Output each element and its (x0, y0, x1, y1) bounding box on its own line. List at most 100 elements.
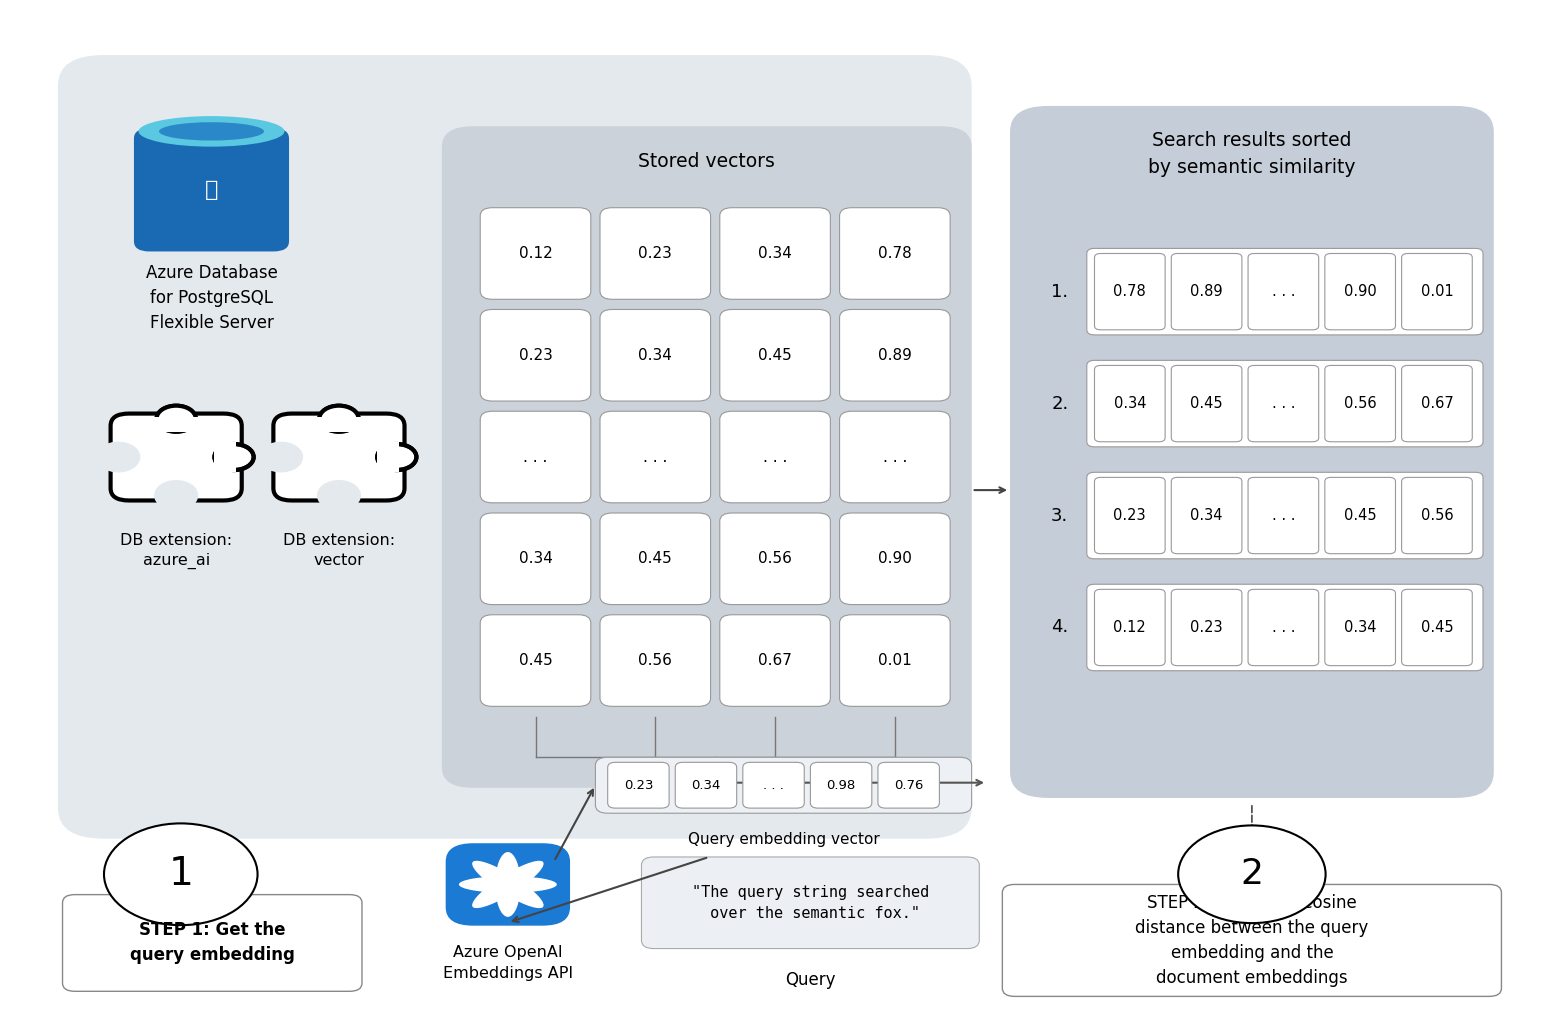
Ellipse shape (472, 861, 543, 908)
FancyBboxPatch shape (1402, 365, 1473, 442)
Text: . . .: . . . (883, 449, 906, 465)
Text: . . .: . . . (1272, 396, 1295, 411)
FancyBboxPatch shape (1095, 477, 1166, 554)
FancyBboxPatch shape (1087, 472, 1484, 559)
Circle shape (320, 405, 358, 432)
Circle shape (103, 824, 258, 925)
FancyBboxPatch shape (273, 413, 405, 501)
FancyBboxPatch shape (1087, 360, 1484, 447)
Text: 0.67: 0.67 (758, 654, 792, 668)
Text: 3.: 3. (1051, 507, 1068, 524)
FancyBboxPatch shape (596, 757, 971, 814)
Text: 0.45: 0.45 (638, 551, 672, 566)
Text: 0.90: 0.90 (1343, 284, 1377, 300)
Ellipse shape (496, 852, 520, 917)
FancyBboxPatch shape (480, 411, 591, 503)
Circle shape (261, 444, 301, 470)
Text: 0.23: 0.23 (624, 779, 653, 792)
FancyBboxPatch shape (480, 513, 591, 604)
FancyBboxPatch shape (601, 310, 710, 401)
Circle shape (377, 444, 417, 470)
Text: Azure OpenAI
Embeddings API: Azure OpenAI Embeddings API (443, 945, 573, 981)
FancyBboxPatch shape (641, 857, 979, 949)
FancyBboxPatch shape (1172, 365, 1241, 442)
Text: 2.: 2. (1051, 395, 1068, 412)
Text: 0.67: 0.67 (1420, 396, 1453, 411)
FancyBboxPatch shape (62, 895, 361, 991)
FancyBboxPatch shape (1325, 253, 1396, 329)
Text: 0.34: 0.34 (519, 551, 553, 566)
Text: . . .: . . . (763, 779, 784, 792)
FancyBboxPatch shape (608, 762, 669, 808)
Circle shape (320, 405, 358, 432)
Circle shape (156, 482, 196, 508)
FancyBboxPatch shape (1095, 589, 1166, 666)
FancyBboxPatch shape (720, 615, 831, 706)
Text: DB extension:
vector: DB extension: vector (283, 534, 395, 568)
FancyBboxPatch shape (1248, 365, 1319, 442)
FancyBboxPatch shape (720, 310, 831, 401)
FancyBboxPatch shape (442, 126, 971, 788)
Text: 0.45: 0.45 (1420, 620, 1453, 635)
FancyBboxPatch shape (59, 55, 971, 838)
FancyBboxPatch shape (111, 413, 242, 501)
FancyBboxPatch shape (1095, 253, 1166, 329)
Text: 0.89: 0.89 (1190, 284, 1223, 300)
Circle shape (320, 482, 358, 508)
FancyBboxPatch shape (811, 762, 872, 808)
Text: STEP 2: Query the cosine
distance between the query
embedding and the
document e: STEP 2: Query the cosine distance betwee… (1135, 894, 1368, 987)
FancyBboxPatch shape (601, 411, 710, 503)
FancyBboxPatch shape (879, 762, 939, 808)
Text: 0.56: 0.56 (1343, 396, 1376, 411)
FancyBboxPatch shape (215, 442, 236, 472)
FancyBboxPatch shape (1087, 584, 1484, 671)
Text: STEP 1: Get the
query embedding: STEP 1: Get the query embedding (130, 921, 295, 964)
Text: 0.12: 0.12 (519, 246, 553, 261)
Text: 0.76: 0.76 (894, 779, 923, 792)
Text: Search results sorted
by semantic similarity: Search results sorted by semantic simila… (1149, 131, 1356, 176)
FancyBboxPatch shape (840, 513, 950, 604)
Ellipse shape (139, 116, 284, 147)
Text: 0.34: 0.34 (692, 779, 721, 792)
Text: 2: 2 (1240, 858, 1263, 892)
Text: Azure Database
for PostgreSQL
Flexible Server: Azure Database for PostgreSQL Flexible S… (145, 264, 278, 331)
FancyBboxPatch shape (1402, 477, 1473, 554)
Circle shape (156, 405, 196, 432)
Text: 0.34: 0.34 (638, 348, 672, 363)
FancyBboxPatch shape (1325, 477, 1396, 554)
FancyBboxPatch shape (1087, 248, 1484, 334)
Text: Query: Query (786, 971, 835, 989)
Text: . . .: . . . (644, 449, 667, 465)
FancyBboxPatch shape (1248, 589, 1319, 666)
FancyBboxPatch shape (1010, 106, 1493, 798)
Text: 0.01: 0.01 (1420, 284, 1453, 300)
FancyBboxPatch shape (480, 615, 591, 706)
FancyBboxPatch shape (601, 615, 710, 706)
FancyBboxPatch shape (480, 310, 591, 401)
Text: 0.34: 0.34 (1190, 508, 1223, 523)
Text: 0.45: 0.45 (1190, 396, 1223, 411)
Text: 0.34: 0.34 (758, 246, 792, 261)
Text: 1.: 1. (1051, 282, 1068, 301)
FancyBboxPatch shape (134, 128, 289, 251)
Text: DB extension:
azure_ai: DB extension: azure_ai (120, 534, 232, 569)
Text: . . .: . . . (523, 449, 548, 465)
Text: 0.90: 0.90 (879, 551, 913, 566)
FancyBboxPatch shape (743, 762, 804, 808)
Text: 0.23: 0.23 (638, 246, 672, 261)
FancyBboxPatch shape (1172, 253, 1241, 329)
FancyBboxPatch shape (840, 615, 950, 706)
Text: 0.34: 0.34 (1113, 396, 1146, 411)
Circle shape (99, 444, 137, 470)
FancyBboxPatch shape (675, 762, 736, 808)
Text: 0.45: 0.45 (758, 348, 792, 363)
FancyBboxPatch shape (1248, 253, 1319, 329)
Text: 0.56: 0.56 (638, 654, 672, 668)
Text: Stored vectors: Stored vectors (638, 152, 775, 170)
Circle shape (1178, 826, 1326, 923)
FancyBboxPatch shape (1172, 589, 1241, 666)
Text: 0.45: 0.45 (1343, 508, 1376, 523)
FancyBboxPatch shape (1325, 365, 1396, 442)
Text: 0.23: 0.23 (1113, 508, 1146, 523)
Text: "The query string searched
 over the semantic fox.": "The query string searched over the sema… (692, 884, 929, 920)
